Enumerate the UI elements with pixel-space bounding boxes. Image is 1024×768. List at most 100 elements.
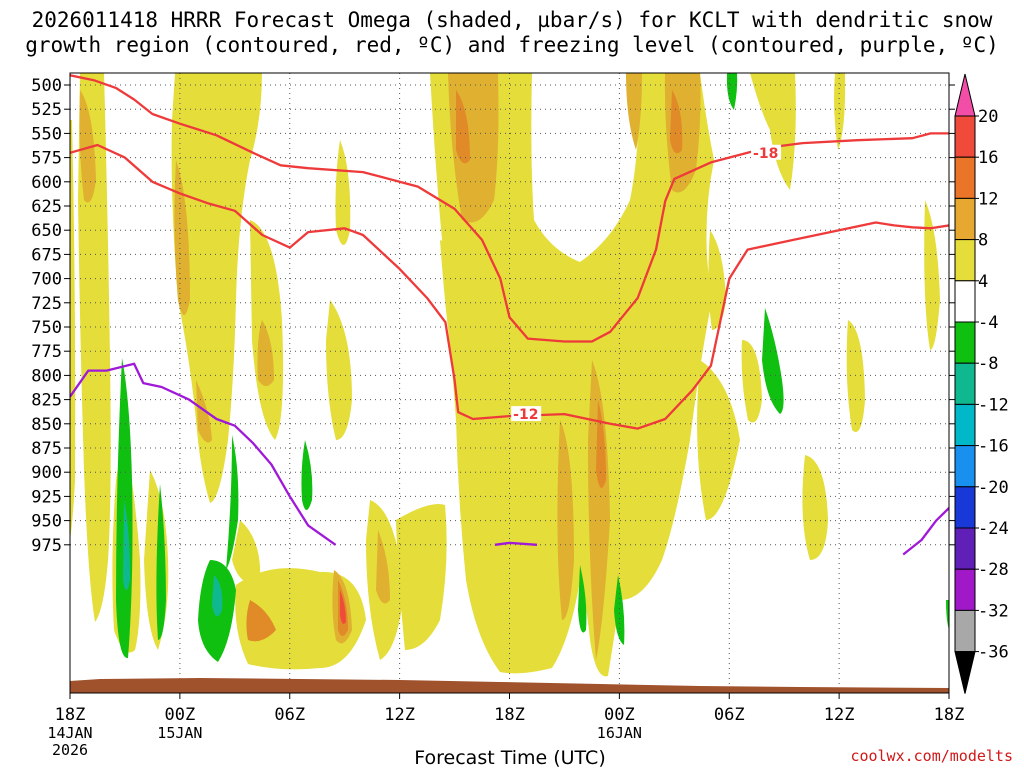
omega-region (834, 73, 846, 150)
colorbar-label: -36 (978, 643, 1009, 663)
y-tick-label: 650 (31, 221, 62, 241)
contour-purple-0 (494, 541, 538, 546)
omega-region (123, 500, 130, 590)
omega-region (697, 360, 740, 520)
x-tick-label: 12Z (824, 705, 855, 725)
x-axis-title: Forecast Time (UTC) (414, 747, 605, 768)
omega-region (626, 73, 642, 150)
omega-region (578, 565, 587, 633)
colorbar-swatch (954, 486, 976, 529)
omega-region (924, 200, 940, 350)
omega-region (326, 300, 352, 440)
omega-region (70, 120, 76, 540)
x-tick-date: 15JAN (157, 724, 202, 742)
y-tick-label: 500 (31, 76, 62, 96)
omega-region (212, 575, 223, 617)
colorbar-label: 20 (978, 107, 998, 127)
colorbar-swatch (954, 280, 976, 323)
omega-region (232, 520, 261, 583)
contour-red-minus12 (70, 143, 949, 430)
contour-label: -18 (753, 146, 778, 162)
colorbar-label: 4 (978, 272, 988, 292)
colorbar-swatch (954, 651, 976, 694)
omega-region (396, 504, 447, 650)
omega-region (588, 360, 610, 660)
y-tick-label: 925 (31, 487, 62, 507)
colorbar-label: 12 (978, 189, 998, 209)
omega-region (430, 73, 714, 677)
x-tick-label: 00Z (165, 705, 196, 725)
y-tick-label: 825 (31, 391, 62, 411)
credit-text: coolwx.com/modelts (850, 747, 1013, 765)
omega-region (376, 530, 390, 604)
omega-region (750, 73, 796, 190)
y-tick-label: 975 (31, 536, 62, 556)
colorbar-swatch (954, 73, 976, 117)
omega-region (156, 484, 166, 640)
omega-region (846, 320, 865, 432)
x-tick-label: 00Z (604, 705, 635, 725)
omega-shading (70, 73, 949, 677)
x-tick-label: 18Z (494, 705, 525, 725)
x-tick-year: 2026 (52, 741, 88, 759)
omega-region (174, 160, 190, 315)
x-tick-label: 18Z (55, 705, 86, 725)
x-tick-label: 06Z (714, 705, 745, 725)
omega-region (557, 420, 574, 620)
colorbar-label: 8 (978, 231, 988, 251)
omega-region (456, 90, 470, 164)
omega-region (246, 600, 276, 642)
contour-label-bg (511, 406, 542, 422)
colorbar-swatch (954, 156, 976, 199)
omega-region (340, 590, 346, 624)
x-tick-label: 06Z (274, 705, 305, 725)
y-tick-label: 950 (31, 512, 62, 532)
omega-region (79, 90, 96, 203)
y-tick-label: 525 (31, 100, 62, 120)
omega-region (226, 435, 239, 570)
chart-title-line1: 2026011418 HRRR Forecast Omega (shaded, … (31, 8, 993, 32)
omega-region (741, 340, 762, 423)
colorbar-swatch (954, 568, 976, 611)
y-tick-label: 900 (31, 463, 62, 483)
omega-region (171, 73, 262, 503)
chart-title-line2: growth region (contoured, red, ºC) and f… (25, 33, 999, 57)
contour-labels: -18 -12 (511, 144, 782, 423)
omega-region (708, 230, 726, 330)
omega-region (78, 73, 111, 622)
y-tick-label: 575 (31, 149, 62, 169)
y-tick-label: 675 (31, 245, 62, 265)
colorbar-label: -16 (978, 437, 1009, 457)
contour-label: -12 (513, 407, 538, 423)
colorbar-swatch (954, 197, 976, 241)
omega-region (762, 308, 784, 414)
omega-region (301, 440, 313, 510)
colorbar-swatch (954, 609, 976, 653)
x-tick-label: 12Z (384, 705, 415, 725)
y-tick-label: 850 (31, 415, 62, 435)
colorbar-swatch (954, 403, 976, 447)
colorbar-label: -4 (978, 313, 998, 333)
y-tick-label: 625 (31, 197, 62, 217)
colorbar-label: -8 (978, 354, 998, 374)
colorbar-swatch (954, 321, 976, 364)
omega-region (440, 240, 540, 460)
contour-purple-0 (902, 507, 949, 556)
colorbar-swatch (954, 362, 976, 405)
terrain (70, 678, 949, 693)
y-tick-label: 600 (31, 173, 62, 193)
omega-region (670, 90, 683, 154)
omega-region (726, 73, 738, 110)
colorbar-label: -12 (978, 395, 1009, 415)
x-tick-date: 14JAN (47, 724, 92, 742)
colorbar-swatch (954, 239, 976, 282)
colorbar-label: -32 (978, 601, 1009, 621)
omega-region (802, 455, 828, 560)
x-tick-date: 16JAN (597, 724, 642, 742)
contour-purple-0 (70, 362, 337, 546)
y-tick-label: 775 (31, 342, 62, 362)
x-tick-label: 18Z (934, 705, 965, 725)
colorbar-label: -28 (978, 560, 1009, 580)
